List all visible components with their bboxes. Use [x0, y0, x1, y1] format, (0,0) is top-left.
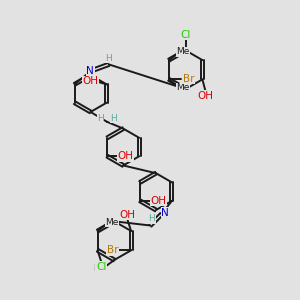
Text: H: H	[148, 214, 155, 224]
Text: Br: Br	[182, 74, 194, 84]
Text: OH: OH	[150, 196, 167, 206]
Text: OH: OH	[83, 76, 99, 86]
Text: Me: Me	[105, 218, 119, 226]
Text: N: N	[86, 66, 94, 76]
Text: Br: Br	[107, 245, 118, 255]
Text: Me: Me	[93, 264, 107, 273]
Text: OH: OH	[197, 91, 213, 101]
Text: OH: OH	[119, 210, 136, 220]
Text: Cl: Cl	[181, 30, 191, 40]
Text: H: H	[97, 114, 104, 123]
Text: Me: Me	[176, 47, 190, 56]
Text: N: N	[161, 208, 169, 218]
Text: Me: Me	[176, 83, 190, 92]
Text: H: H	[105, 54, 112, 63]
Text: H: H	[110, 114, 117, 123]
Text: Cl: Cl	[96, 262, 106, 272]
Text: OH: OH	[118, 151, 134, 161]
